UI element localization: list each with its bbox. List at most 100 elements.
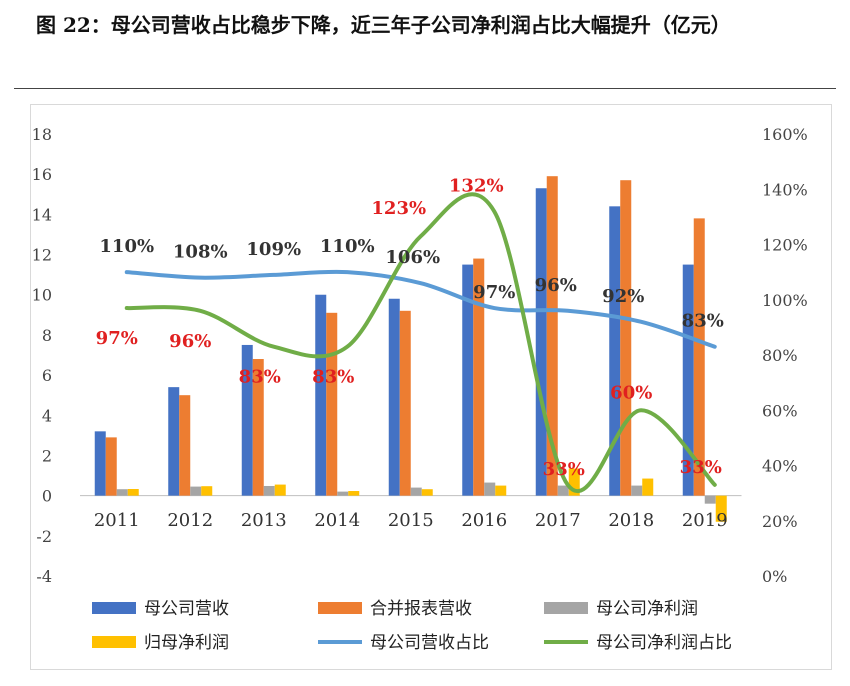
bar xyxy=(557,485,569,496)
bar xyxy=(263,485,275,496)
data-label: 96% xyxy=(535,275,577,296)
bar xyxy=(620,180,632,496)
y-right-tick-label: 120% xyxy=(762,236,808,255)
bar xyxy=(241,344,253,496)
x-tick-label: 2014 xyxy=(314,510,360,531)
bar xyxy=(127,489,139,496)
data-label: 83% xyxy=(312,367,354,388)
y-right-tick-label: 40% xyxy=(762,457,798,476)
y-left-tick-label: 14 xyxy=(32,205,52,224)
bar xyxy=(105,437,117,496)
legend-label: 合并报表营收 xyxy=(370,599,472,619)
x-tick-label: 2017 xyxy=(535,510,581,531)
x-tick-label: 2016 xyxy=(461,510,507,531)
bar xyxy=(473,258,485,496)
data-label: 33% xyxy=(680,457,722,478)
bar xyxy=(682,264,694,496)
legend-label: 母公司净利润 xyxy=(596,599,698,619)
data-label: 60% xyxy=(610,382,652,403)
y-right-tick-label: 80% xyxy=(762,346,798,365)
legend-label: 母公司净利润占比 xyxy=(596,633,732,653)
y-right-tick-label: 100% xyxy=(762,291,808,310)
data-label: 108% xyxy=(173,242,228,263)
bar xyxy=(315,294,327,496)
title-divider xyxy=(14,88,836,89)
bar xyxy=(410,487,422,496)
data-label: 106% xyxy=(385,247,440,268)
legend-swatch xyxy=(92,602,136,614)
y-left-tick-label: 4 xyxy=(42,406,52,425)
x-tick-label: 2018 xyxy=(608,510,654,531)
y-left-tick-label: 12 xyxy=(32,246,52,265)
data-label: 109% xyxy=(246,239,301,260)
bar xyxy=(179,395,191,496)
bar xyxy=(609,206,621,496)
chart-title: 图 22：母公司营收占比稳步下降，近三年子公司净利润占比大幅提升（亿元） xyxy=(36,13,731,37)
bar xyxy=(274,484,286,496)
bar xyxy=(546,176,558,496)
series-line xyxy=(124,269,717,349)
bar xyxy=(421,489,433,496)
data-label: 96% xyxy=(169,331,211,352)
data-label: 92% xyxy=(602,286,644,307)
bar xyxy=(535,188,547,496)
chart-frame xyxy=(30,104,832,670)
data-label: 97% xyxy=(96,328,138,349)
x-tick-label: 2012 xyxy=(167,510,213,531)
bar xyxy=(337,491,349,496)
data-label: 123% xyxy=(371,198,426,219)
bar xyxy=(190,486,202,496)
series-line xyxy=(124,192,717,494)
y-left-tick-label: 6 xyxy=(42,366,52,385)
bar xyxy=(168,387,180,496)
bar xyxy=(568,468,580,496)
bar xyxy=(715,495,727,522)
bar xyxy=(642,478,654,496)
data-label: 110% xyxy=(320,236,375,257)
y-right-tick-label: 20% xyxy=(762,512,798,531)
legend-swatch xyxy=(318,602,362,614)
legend-label: 归母净利润 xyxy=(144,633,229,653)
bar xyxy=(399,310,411,496)
y-right-tick-label: 140% xyxy=(762,180,808,199)
data-label: 132% xyxy=(449,175,504,196)
data-label: 110% xyxy=(99,236,154,257)
bar xyxy=(484,482,496,496)
y-left-tick-label: 18 xyxy=(32,125,52,144)
bar xyxy=(201,486,213,496)
data-label: 83% xyxy=(239,367,281,388)
y-left-tick-label: 16 xyxy=(32,165,52,184)
bar xyxy=(462,264,474,496)
y-left-tick-label: 8 xyxy=(42,326,52,345)
bar xyxy=(495,485,507,496)
bar xyxy=(631,485,643,496)
legend-swatch xyxy=(544,602,588,614)
bar xyxy=(252,359,264,496)
data-label: 97% xyxy=(473,282,515,303)
x-tick-label: 2019 xyxy=(682,510,728,531)
bar xyxy=(348,491,360,496)
bar xyxy=(94,431,106,496)
bar xyxy=(693,218,705,496)
y-left-tick-label: 2 xyxy=(42,446,52,465)
y-left-tick-label: 10 xyxy=(32,286,52,305)
y-left-tick-label: -2 xyxy=(36,527,52,546)
x-tick-label: 2013 xyxy=(241,510,287,531)
bar xyxy=(116,489,128,496)
data-label: 33% xyxy=(543,459,585,480)
bar xyxy=(326,312,338,496)
bar xyxy=(704,495,716,504)
y-left-tick-label: 0 xyxy=(42,487,52,506)
legend-swatch xyxy=(92,636,136,648)
y-right-tick-label: 60% xyxy=(762,401,798,420)
y-right-tick-label: 0% xyxy=(762,567,787,586)
y-left-tick-label: -4 xyxy=(36,567,52,586)
legend-label: 母公司营收占比 xyxy=(370,633,489,653)
bar xyxy=(388,298,400,496)
x-tick-label: 2011 xyxy=(94,510,140,531)
x-tick-label: 2015 xyxy=(388,510,434,531)
legend-label: 母公司营收 xyxy=(144,599,229,619)
data-label: 83% xyxy=(682,311,724,332)
y-right-tick-label: 160% xyxy=(762,125,808,144)
